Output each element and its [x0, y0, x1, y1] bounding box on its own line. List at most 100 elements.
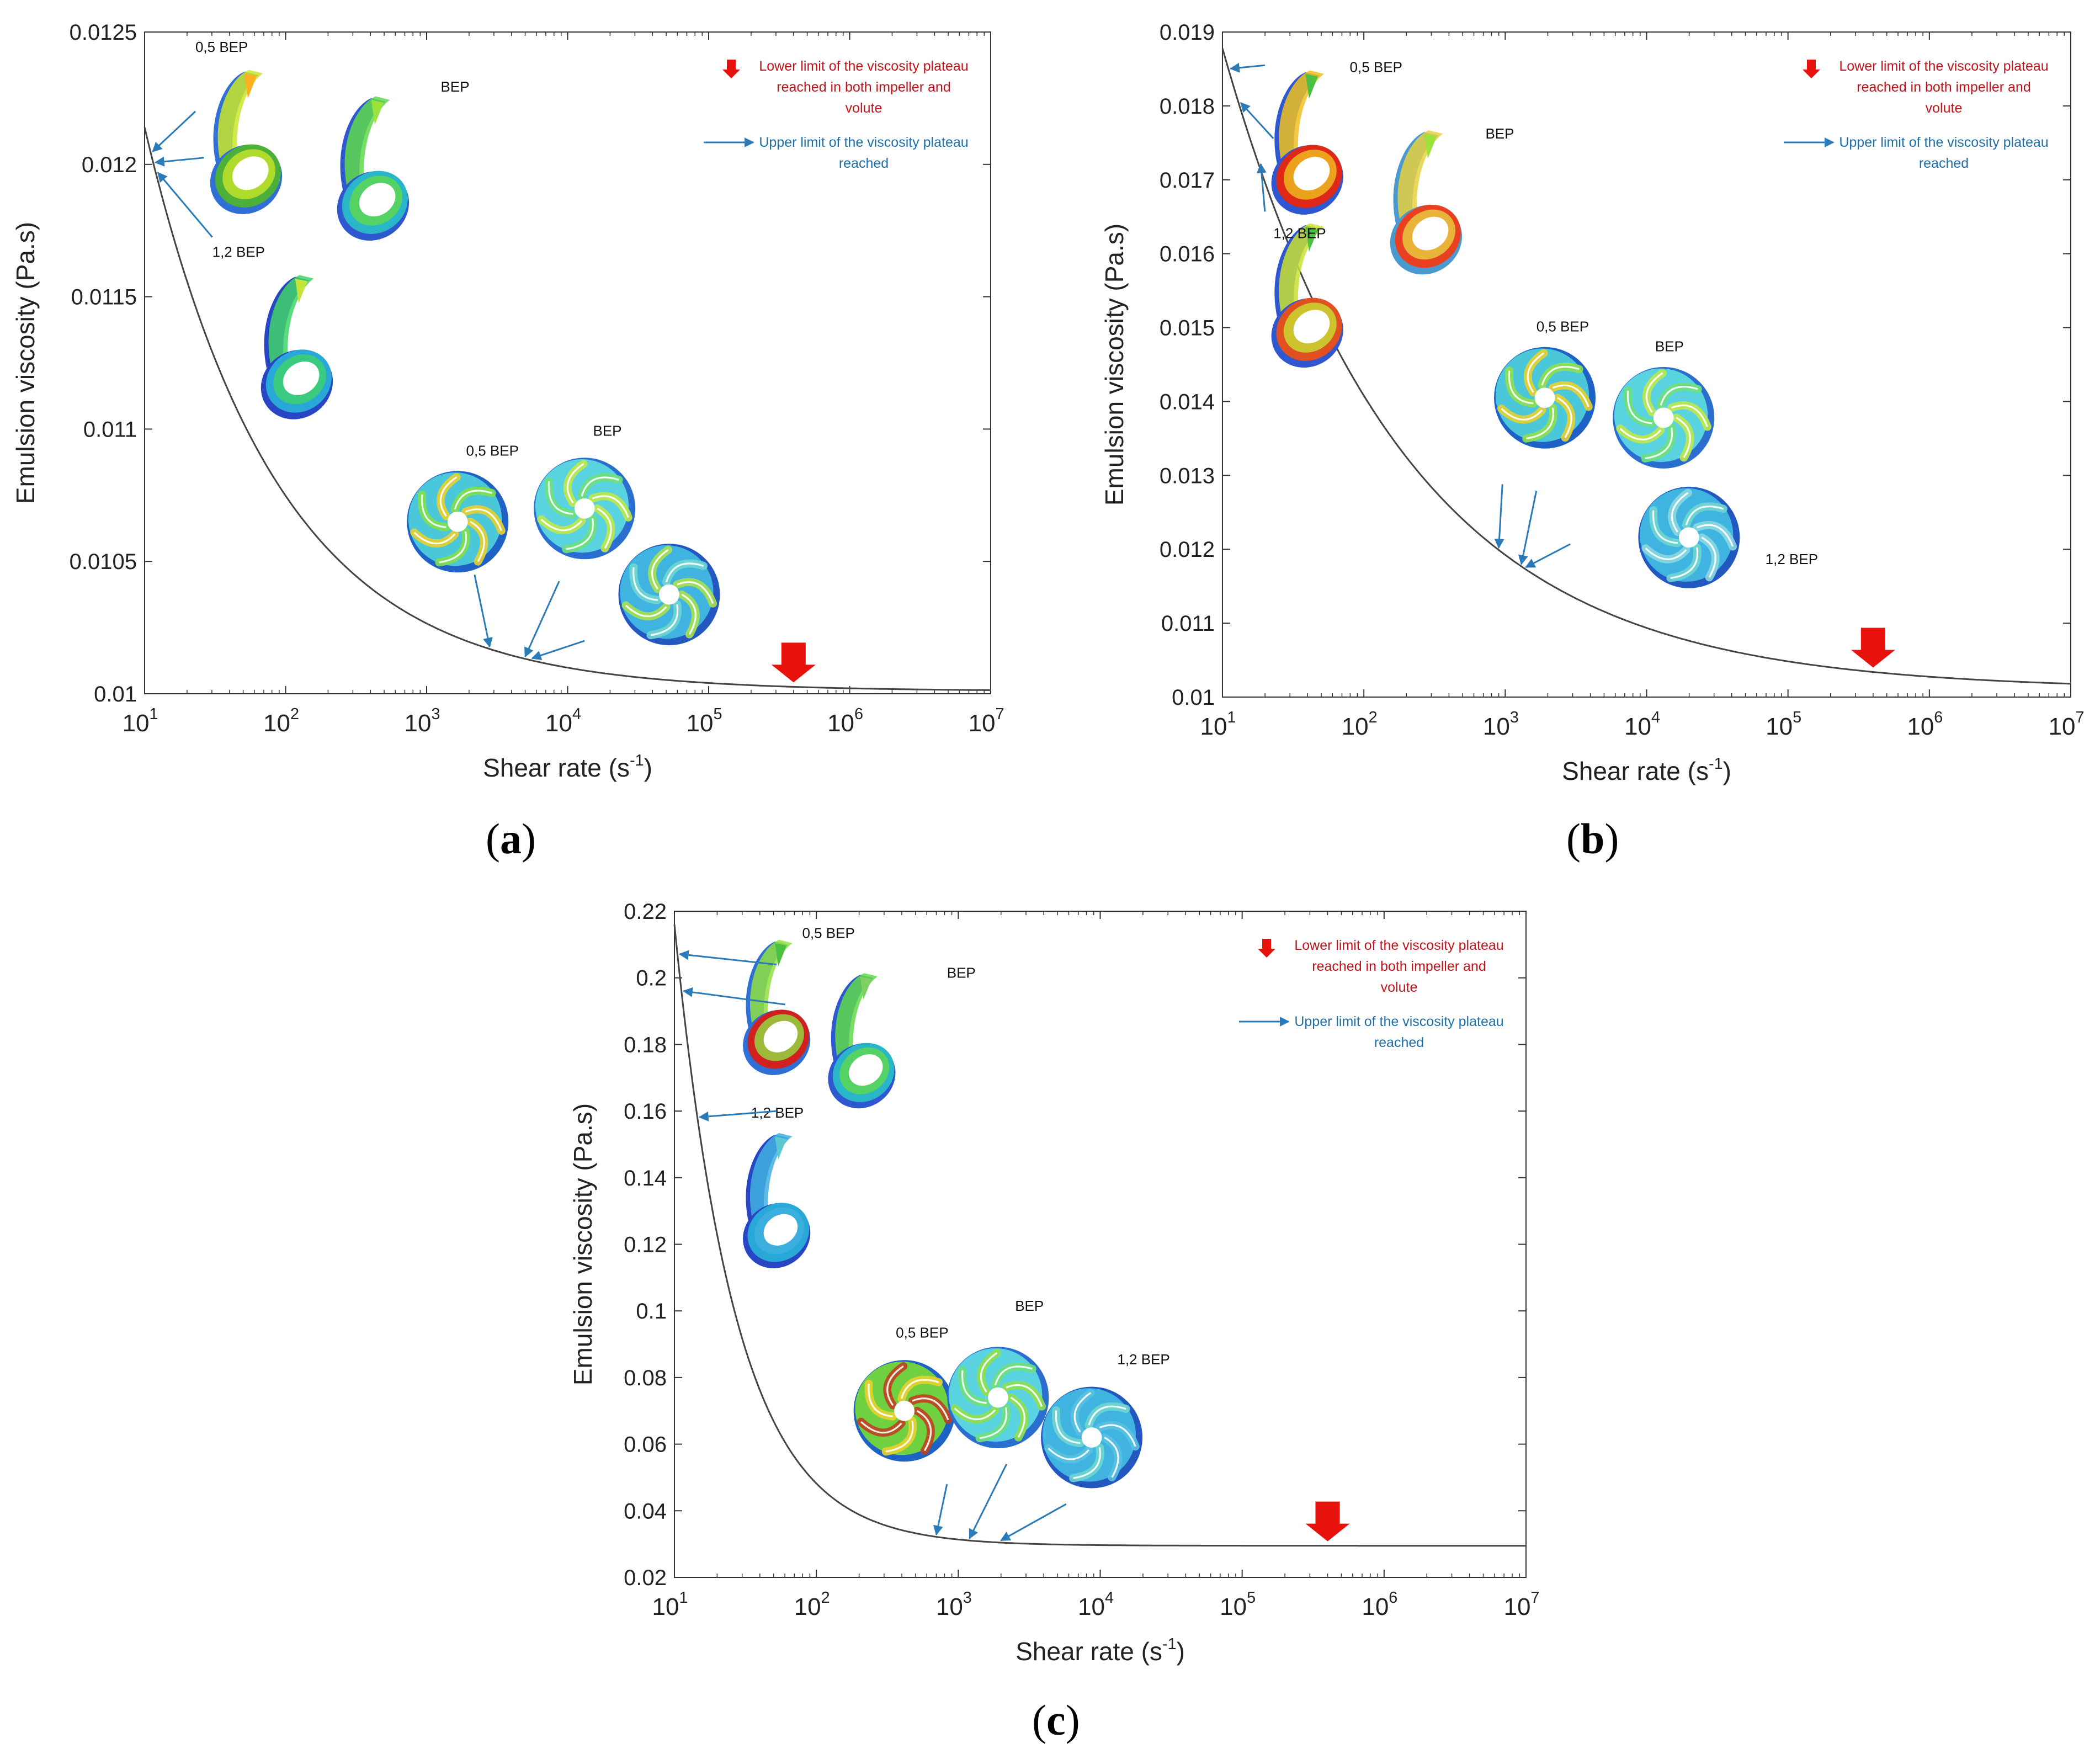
chart-b-x-tick-label-3: 104	[1624, 709, 1660, 740]
chart-a-legend-blue-text-1: reached	[839, 156, 889, 171]
panel-label-c-close: )	[1065, 1696, 1080, 1744]
chart-c-volute-0-ring-hole	[763, 1020, 798, 1053]
panel-label-b-open: (	[1566, 815, 1581, 863]
chart-a-legend-red-arrow	[722, 60, 740, 78]
chart-b-impeller-2-blade-gap-1	[1670, 547, 1699, 580]
chart-b-y-tick-label-1: 0.011	[1161, 612, 1215, 636]
panel-label-b: (b)	[1566, 814, 1619, 864]
chart-b-x-tick-label-0: 101	[1200, 709, 1236, 740]
chart-c-series-curve	[673, 924, 1526, 1547]
chart-b-y-tick-label-2: 0.012	[1160, 538, 1215, 562]
chart-c-x-tick-label-4: 105	[1220, 1589, 1256, 1620]
chart-c-y-tick-label-9: 0.2	[636, 966, 667, 991]
chart-c-volute-0	[743, 939, 811, 1075]
chart-c-y-tick-label-3: 0.08	[624, 1366, 667, 1390]
chart-c-impeller-0-blade-gap-1	[885, 1420, 914, 1453]
chart-c-y-tick-label-0: 0.02	[624, 1566, 667, 1590]
chart-c-impeller-2-blade-gap-5	[1088, 1405, 1126, 1426]
chart-c-impeller-0	[853, 1360, 955, 1462]
chart-c-volute-1	[828, 973, 896, 1109]
chart-c-impeller-1-blade-gap-1	[979, 1407, 1008, 1439]
chart-c-impeller-2-hub	[1081, 1427, 1102, 1448]
chart-b-impeller-label-0: 0,5 BEP	[1537, 318, 1589, 334]
chart-a: 101 102 103 104 105 106 107 0.01 0.0105 0.011 0.01…	[11, 20, 1004, 782]
chart-b-y-tick-label-5: 0.015	[1160, 316, 1215, 341]
chart-b-x-tick-label-4: 105	[1766, 709, 1801, 740]
chart-a-volute-2	[260, 275, 333, 419]
chart-b-legend-blue-text-0: Upper limit of the viscosity plateau	[1839, 135, 2048, 150]
chart-a-volute-1-neck-hot	[371, 100, 384, 125]
chart-c-legend-red-arrow	[1258, 939, 1275, 958]
chart-b-impeller-0-blade-gap-6	[1552, 384, 1589, 407]
chart-a-y-tick-label-4: 0.012	[82, 153, 137, 177]
chart-b-impeller-0-blade-gap-4	[1527, 352, 1545, 393]
chart-b-impeller-2-blade-gap-0	[1701, 536, 1716, 578]
chart-b-impeller-1-hub	[1653, 407, 1674, 428]
chart-b-legend-red-text-2: volute	[1926, 100, 1963, 116]
chart-c-legend-blue-text-0: Upper limit of the viscosity plateau	[1294, 1014, 1503, 1029]
chart-a-impeller-2-blade-gap-2	[625, 604, 667, 618]
chart-c-volute-label-1: BEP	[947, 965, 976, 981]
chart-b-impeller-1-blade-gap-1	[1645, 427, 1673, 460]
chart-b-volute-2-neck-shade	[1279, 223, 1325, 319]
chart-c-volute-1-ring-hole	[848, 1054, 883, 1086]
chart-b-y-tick-label-3: 0.013	[1160, 464, 1215, 488]
chart-c-volute-2-ring-hole	[763, 1214, 798, 1246]
chart-b-impeller-2	[1638, 486, 1740, 588]
chart-b-y-tick-label-7: 0.017	[1160, 168, 1215, 193]
chart-c-y-tick-label-8: 0.18	[624, 1033, 667, 1057]
chart-c-x-tick-label-1: 102	[794, 1589, 830, 1620]
chart-b-impeller-0-blade-gap-5	[1541, 365, 1580, 386]
chart-a-volute-label-1: BEP	[441, 78, 470, 95]
chart-a-impeller-0-blade-gap-3	[421, 495, 446, 528]
chart-b-volute-1-ring-hole	[1412, 216, 1449, 251]
chart-c-impeller-1-blade-gap-6	[1006, 1384, 1043, 1407]
chart-a-volute-1	[337, 96, 410, 241]
chart-b-x-tick-label-6: 107	[2049, 709, 2085, 740]
panel-label-a-letter: a	[499, 815, 522, 863]
chart-b-plot-area	[1222, 31, 2071, 698]
chart-c-x-tick-label-5: 106	[1362, 1589, 1397, 1620]
chart-b-impeller-2-hub	[1678, 527, 1699, 548]
chart-b-y-tick-label-0: 0.01	[1172, 685, 1215, 710]
chart-a-impeller-arrow-1	[524, 581, 560, 658]
chart-b-impeller-2-blade-gap-5	[1685, 506, 1724, 525]
chart-c-impeller-0-blade-gap-2	[860, 1421, 902, 1434]
chart-b-volute-2-ring-hole	[1293, 310, 1330, 344]
chart-c-impeller-2-blade-gap-4	[1073, 1392, 1092, 1433]
chart-b-legend-red-text-1: reached in both impeller and	[1857, 79, 2030, 95]
chart-b-impeller-1-blade-gap-2	[1619, 428, 1662, 441]
chart-b-impeller-1-blade-gap-6	[1671, 404, 1709, 427]
chart-a-impeller-0-blade-gap-2	[413, 531, 456, 545]
chart-a-volute-arrow-0	[152, 110, 196, 152]
chart-a-impeller-arrow-0	[474, 574, 493, 648]
chart-a-impeller-0-blade-gap-4	[439, 476, 458, 517]
chart-c-volute-2-neck-shade	[750, 1133, 793, 1223]
chart-c-legend-blue-text-1: reached	[1374, 1035, 1424, 1050]
chart-a-impeller-arrow-2	[531, 640, 585, 661]
chart-b-volute-1-neck-shade	[1397, 130, 1443, 226]
chart-c-impeller-2-blade-gap-1	[1073, 1447, 1101, 1479]
chart-a-impeller-0-blade-gap-5	[454, 490, 492, 510]
chart-a-lower-limit-arrow	[771, 642, 816, 683]
chart-b-legend-red-arrow	[1803, 60, 1820, 78]
chart-a-volute-1-neck-shade	[344, 96, 390, 192]
chart-a-x-tick-label-1: 102	[263, 705, 299, 737]
chart-c-volute-1-neck-shade	[835, 973, 878, 1063]
chart-a-legend-blue-text-0: Upper limit of the viscosity plateau	[759, 135, 968, 150]
panel-label-c-open: (	[1032, 1696, 1046, 1744]
chart-b-impeller-1-blade-gap-0	[1676, 417, 1691, 458]
chart-b-impeller-0	[1494, 347, 1596, 449]
chart-c-impeller-0-hub	[894, 1400, 915, 1421]
chart-b-x-axis-label: Shear rate (s-1)	[1562, 755, 1731, 785]
chart-c-impeller-0-blade-gap-5	[900, 1379, 939, 1399]
chart-c-y-tick-label-6: 0.14	[624, 1166, 667, 1190]
chart-b-impeller-0-hub	[1534, 387, 1555, 408]
chart-a-y-axis-label: Emulsion viscosity (Pa.s)	[11, 222, 40, 504]
chart-c: 101 102 103 104 105 106 107 0.02 0.04 0.06 0.08 0.1…	[568, 900, 1539, 1666]
chart-a-legend-red-text-2: volute	[846, 100, 882, 116]
panel-label-a: (a)	[486, 814, 536, 864]
panel-label-b-letter: b	[1580, 815, 1605, 863]
chart-c-y-tick-label-5: 0.12	[624, 1233, 667, 1257]
